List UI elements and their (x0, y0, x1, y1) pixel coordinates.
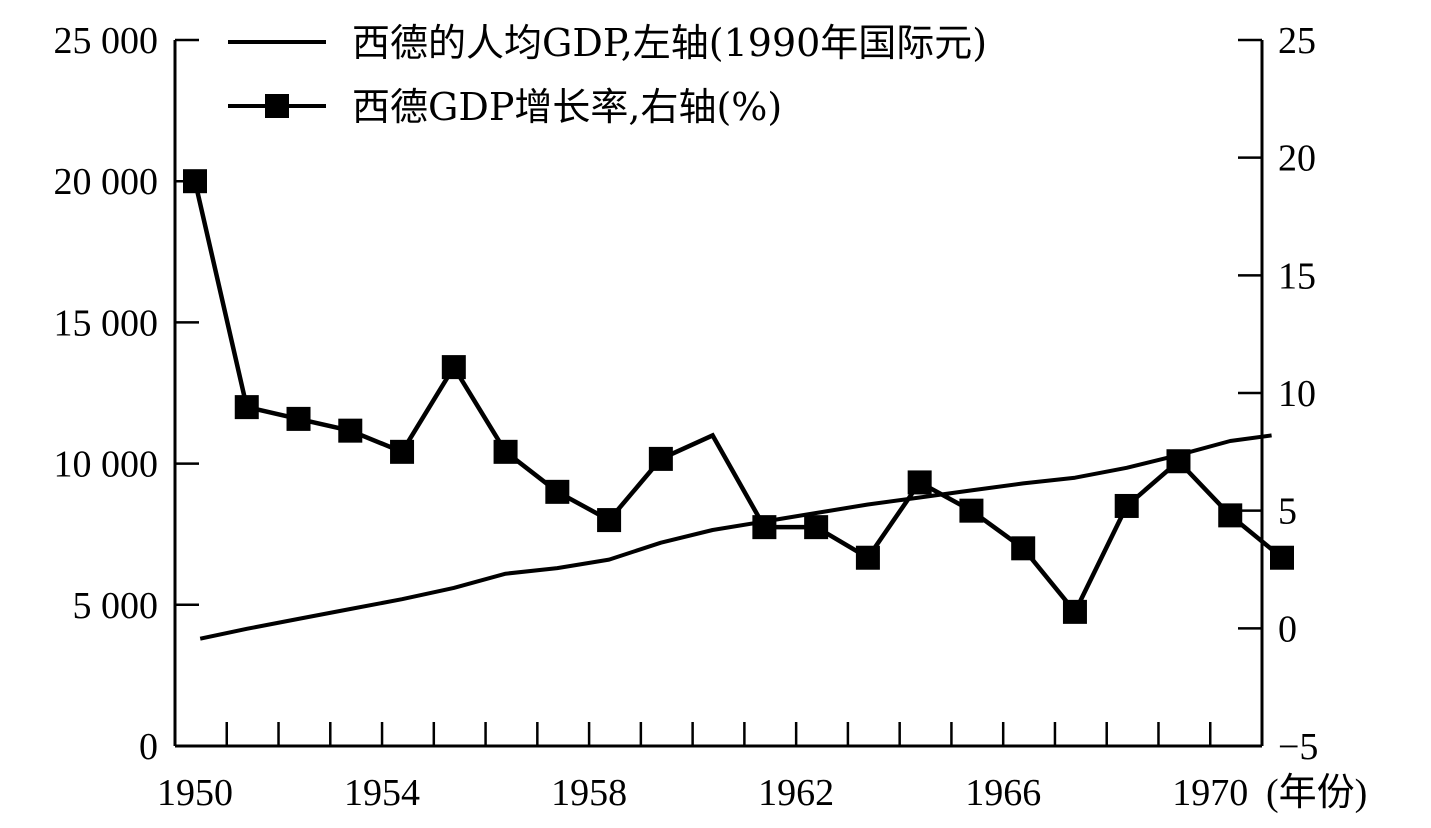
data-point-marker (1218, 503, 1243, 528)
data-point-marker (1011, 536, 1036, 561)
x-tick-label: 1970 (1172, 772, 1248, 814)
data-point-marker (597, 508, 622, 533)
data-point-marker (804, 515, 829, 540)
y-left-tick-label: 25 000 (54, 20, 159, 62)
y-right-tick-label: 20 (1278, 138, 1316, 180)
x-tick-label: 1966 (965, 772, 1041, 814)
data-point-marker (648, 446, 673, 471)
data-point-marker (1270, 545, 1294, 570)
data-point-marker (441, 355, 466, 380)
series-line-growth (192, 180, 1284, 617)
y-left-tick-label: 10 000 (54, 444, 159, 486)
data-point-marker (752, 515, 777, 540)
legend: 西德的人均GDP,左轴(1990年国际元) 西德GDP增长率,右轴(%) (228, 21, 987, 129)
series-layer (183, 169, 1294, 641)
x-tick-label: 1950 (157, 772, 233, 814)
legend-square-marker (265, 94, 289, 118)
legend-label-per-capita: 西德的人均GDP,左轴(1990年国际元) (352, 21, 987, 65)
series-line-per-capita (199, 433, 1272, 641)
data-point-marker (286, 406, 311, 431)
x-ticks: 1950 1954 1958 1962 1966 1970 (157, 722, 1248, 814)
data-point-marker (1062, 599, 1087, 624)
data-point-marker (183, 169, 207, 194)
data-point-marker (493, 439, 518, 464)
y-right-tick-label: 0 (1278, 608, 1297, 650)
x-tick-label: 1962 (758, 772, 834, 814)
data-point-marker (390, 439, 415, 464)
y-left-tick-label: 20 000 (54, 161, 159, 203)
y-right-tick-label: 5 (1278, 491, 1297, 533)
x-axis-unit-label: (年份) (1266, 772, 1367, 814)
data-point-marker (338, 418, 363, 443)
data-point-marker (234, 395, 259, 420)
data-point-marker (959, 498, 984, 523)
data-point-marker (1166, 449, 1191, 474)
y-right-ticks: −5 0 5 10 15 20 25 (1238, 20, 1318, 768)
y-left-ticks: 0 5 000 10 000 15 000 20 000 25 000 (54, 20, 199, 768)
data-point-marker (1114, 493, 1139, 518)
y-right-tick-label: 25 (1278, 20, 1316, 62)
y-left-tick-label: 15 000 (54, 302, 159, 344)
axes (173, 40, 1264, 748)
x-tick-label: 1954 (344, 772, 420, 814)
y-right-tick-label: 15 (1278, 255, 1316, 297)
y-right-tick-label: 10 (1278, 373, 1316, 415)
legend-label-growth: 西德GDP增长率,右轴(%) (352, 85, 782, 129)
y-left-tick-label: 0 (139, 726, 158, 768)
x-tick-label: 1958 (551, 772, 627, 814)
y-left-tick-label: 5 000 (73, 585, 159, 627)
data-point-marker (545, 479, 570, 504)
data-point-marker (855, 545, 880, 570)
data-point-marker (907, 470, 932, 495)
y-right-tick-label: −5 (1278, 726, 1318, 768)
